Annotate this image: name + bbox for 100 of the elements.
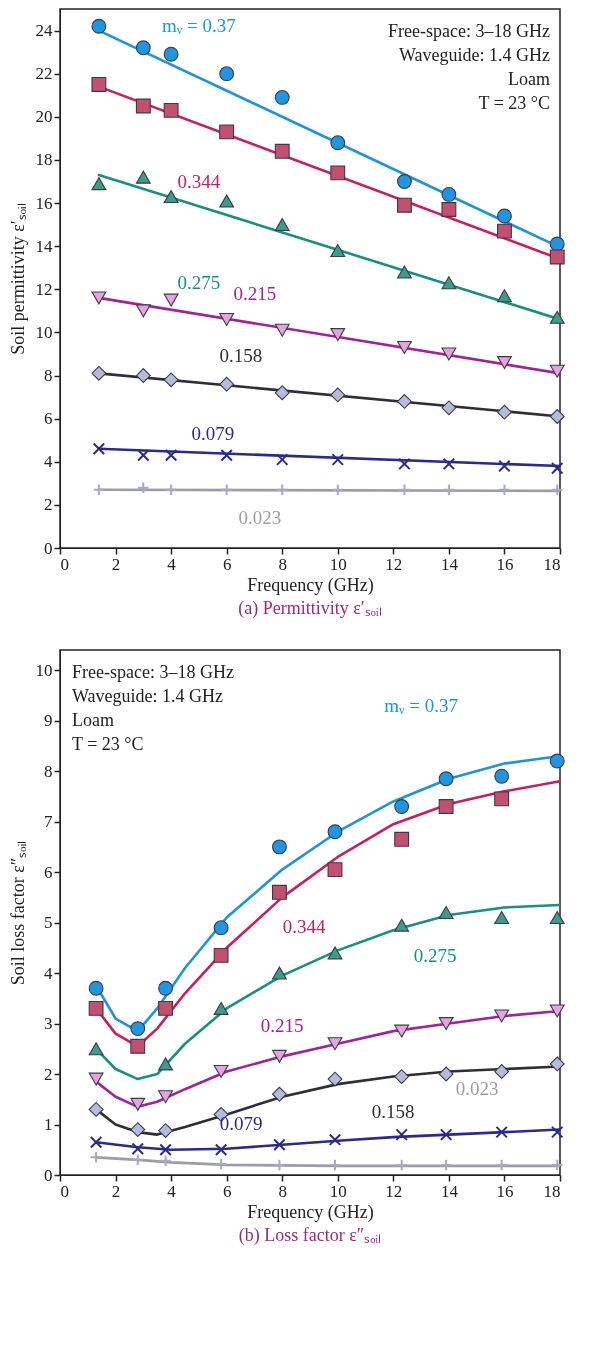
point bbox=[394, 799, 410, 814]
point bbox=[272, 1086, 287, 1102]
point bbox=[397, 340, 412, 355]
y-tick-label: 7 bbox=[44, 812, 53, 832]
point bbox=[495, 1125, 508, 1139]
series-label: 0.158 bbox=[371, 1101, 415, 1123]
point bbox=[438, 771, 454, 787]
point bbox=[438, 905, 454, 920]
y-tick-label: 5 bbox=[44, 913, 53, 933]
point bbox=[395, 1128, 408, 1141]
point bbox=[214, 1143, 228, 1156]
point bbox=[330, 165, 346, 181]
point bbox=[272, 884, 287, 900]
point bbox=[219, 66, 235, 82]
x-tick-label: 12 bbox=[385, 554, 403, 574]
point bbox=[497, 208, 512, 224]
y-tick-label: 12 bbox=[35, 279, 53, 299]
point bbox=[498, 483, 511, 497]
point bbox=[549, 753, 565, 769]
point bbox=[158, 1057, 173, 1071]
x-tick-label: 2 bbox=[111, 1181, 121, 1201]
x-tick-label: 10 bbox=[329, 1181, 347, 1201]
point bbox=[219, 194, 235, 208]
point bbox=[135, 170, 151, 184]
point bbox=[130, 1038, 146, 1054]
y-tick-label: 14 bbox=[35, 236, 53, 256]
y-tick-label: 8 bbox=[44, 761, 53, 781]
point bbox=[272, 839, 287, 855]
point bbox=[91, 77, 107, 92]
point bbox=[438, 1017, 454, 1031]
point bbox=[550, 483, 564, 497]
point bbox=[159, 1154, 172, 1168]
point bbox=[394, 1069, 410, 1084]
point bbox=[274, 218, 290, 232]
annotation: Loam bbox=[72, 710, 114, 730]
y-tick-label: 0 bbox=[44, 1165, 53, 1185]
point bbox=[164, 449, 178, 462]
point bbox=[441, 400, 457, 416]
point bbox=[163, 102, 179, 118]
point bbox=[135, 98, 151, 114]
y-tick-label: 2 bbox=[44, 1064, 53, 1084]
y-tick-label: 4 bbox=[44, 963, 53, 983]
x-tick-label: 14 bbox=[440, 554, 459, 574]
point bbox=[327, 1071, 343, 1087]
point bbox=[92, 442, 106, 456]
point bbox=[88, 1101, 104, 1117]
series-label: 0.344 bbox=[177, 170, 221, 192]
x-tick-label: 14 bbox=[440, 1181, 459, 1201]
point bbox=[272, 966, 287, 980]
point bbox=[331, 453, 345, 466]
annotation: Free-space: 3–18 GHz bbox=[388, 21, 550, 41]
y-axis-title: Soil loss factor ε″ₛₒᵢₗ bbox=[7, 840, 28, 986]
x-tick-label: 8 bbox=[278, 554, 287, 574]
point bbox=[330, 328, 346, 342]
point bbox=[275, 483, 289, 497]
point bbox=[213, 947, 229, 963]
series-label: 0.215 bbox=[260, 1014, 304, 1036]
point bbox=[497, 223, 512, 239]
point bbox=[550, 1125, 564, 1139]
y-tick-label: 6 bbox=[44, 862, 53, 882]
point bbox=[219, 124, 235, 140]
annotation: Waveguide: 1.4 GHz bbox=[72, 686, 224, 706]
point bbox=[88, 1072, 104, 1086]
x-tick-label: 16 bbox=[496, 554, 514, 574]
point bbox=[497, 404, 512, 420]
point bbox=[397, 197, 412, 213]
point bbox=[163, 46, 179, 62]
x-tick-label: 4 bbox=[167, 554, 177, 574]
point bbox=[220, 483, 233, 497]
point bbox=[135, 368, 151, 383]
point bbox=[441, 347, 457, 361]
point bbox=[442, 483, 456, 497]
point bbox=[494, 768, 510, 784]
y-tick-label: 1 bbox=[44, 1115, 53, 1135]
point bbox=[274, 143, 290, 159]
y-tick-label: 18 bbox=[35, 150, 53, 170]
point bbox=[495, 1158, 508, 1172]
series-label: 0.344 bbox=[282, 916, 326, 938]
point bbox=[549, 409, 565, 424]
point bbox=[442, 457, 456, 471]
series-label: mᵥ = 0.37 bbox=[161, 14, 236, 36]
point bbox=[330, 243, 346, 257]
point bbox=[549, 911, 565, 925]
point bbox=[327, 862, 343, 878]
point bbox=[438, 799, 454, 814]
y-tick-label: 10 bbox=[35, 660, 53, 680]
x-tick-label: 10 bbox=[329, 554, 347, 574]
point bbox=[131, 1153, 145, 1167]
annotation: Waveguide: 1.4 GHz bbox=[398, 45, 550, 65]
x-axis-title: Frequency (GHz) bbox=[247, 1201, 374, 1223]
y-axis-title: Soil permittivity ε′ₛₒᵢₗ bbox=[7, 203, 28, 355]
point bbox=[158, 1090, 173, 1104]
point bbox=[219, 376, 235, 392]
point bbox=[327, 946, 343, 960]
point bbox=[549, 249, 565, 265]
y-tick-label: 3 bbox=[44, 1014, 53, 1034]
series-label: 0.275 bbox=[413, 944, 457, 966]
point bbox=[273, 1158, 286, 1172]
point bbox=[550, 461, 564, 475]
point bbox=[158, 980, 173, 996]
